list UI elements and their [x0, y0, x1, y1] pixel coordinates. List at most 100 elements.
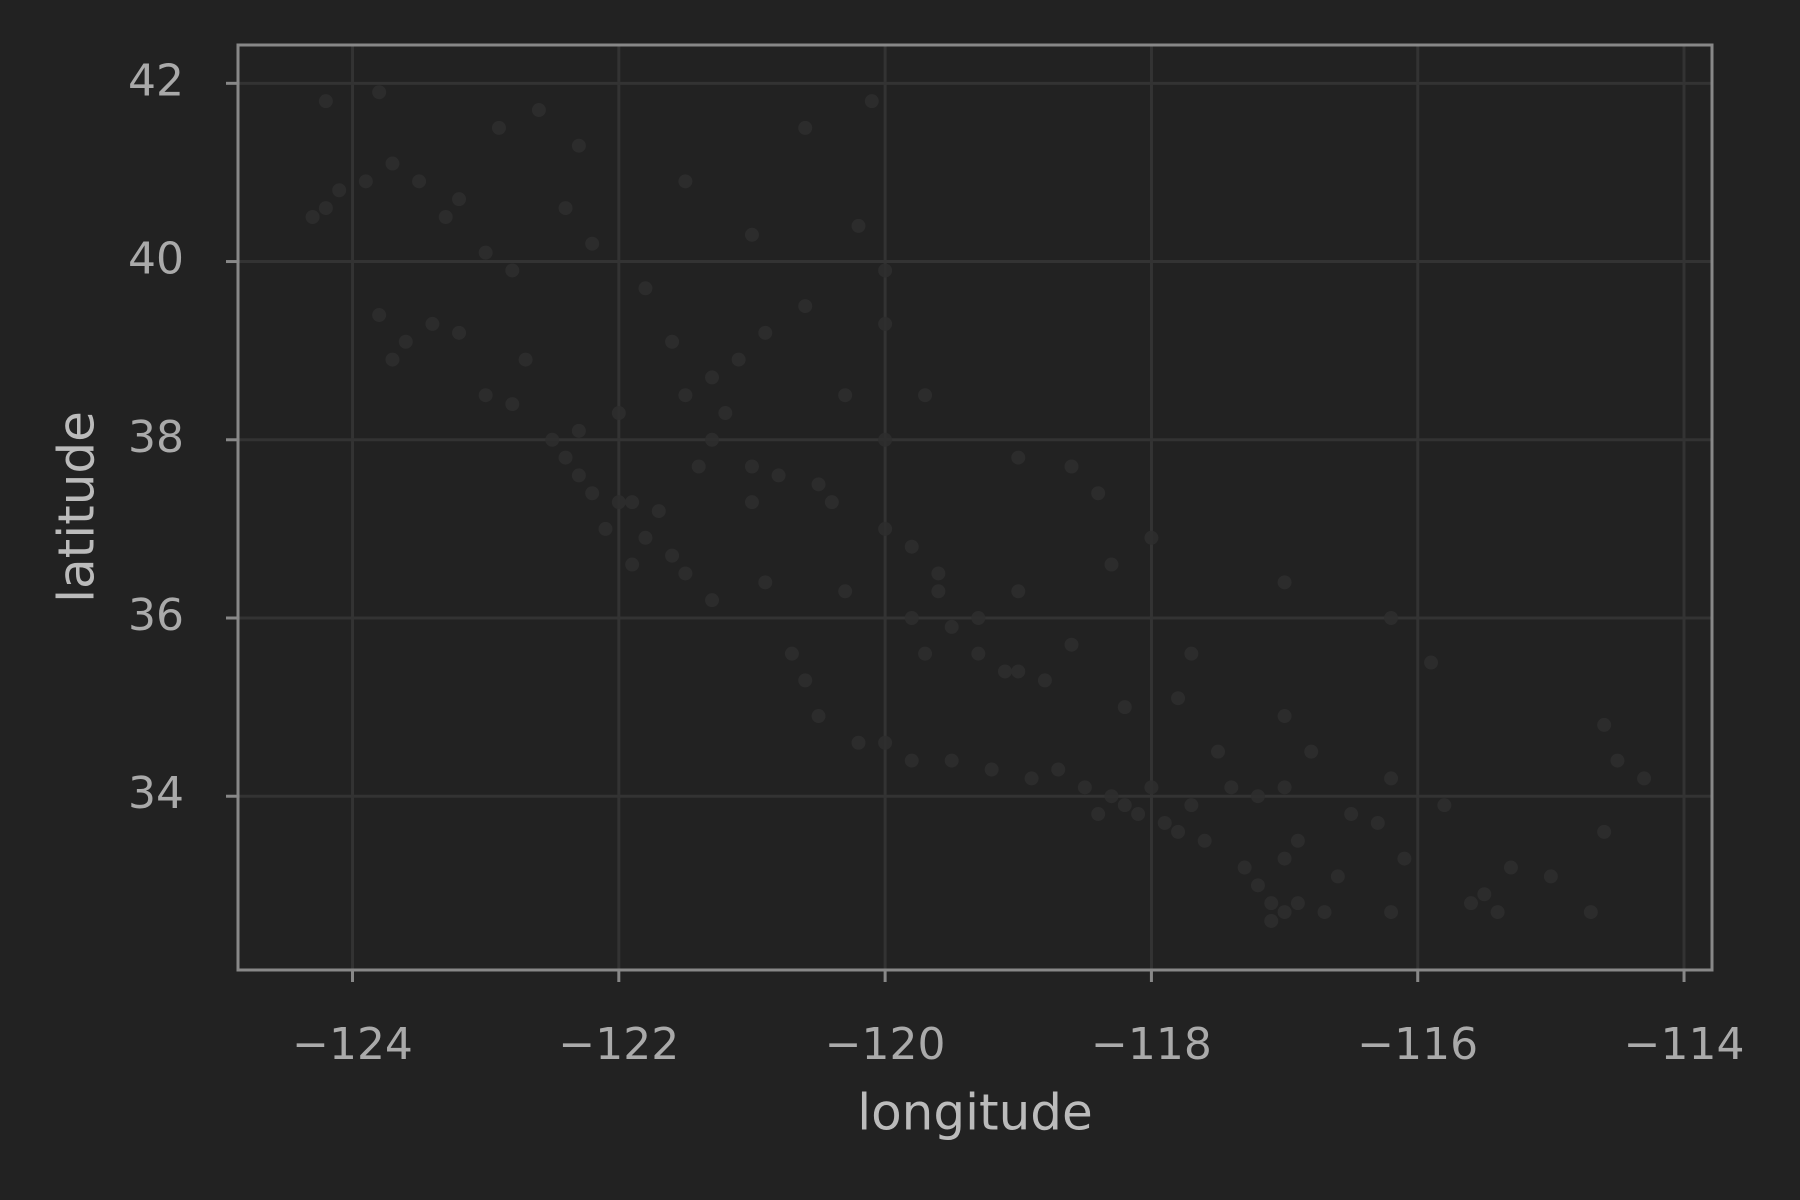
point: [918, 388, 933, 403]
x-tick-label: −116: [1357, 1019, 1478, 1070]
point: [1597, 824, 1612, 839]
point: [798, 673, 813, 688]
point: [705, 593, 720, 608]
point: [438, 209, 453, 224]
point: [1250, 789, 1265, 804]
point: [1424, 655, 1439, 670]
point: [1597, 717, 1612, 732]
point: [878, 735, 893, 750]
point: [1091, 807, 1106, 822]
point: [531, 103, 546, 118]
point: [878, 263, 893, 278]
point: [691, 459, 706, 474]
point: [878, 316, 893, 331]
x-tick-label: −122: [558, 1019, 679, 1070]
y-tick-label: 38: [128, 412, 184, 463]
x-tick-label: −120: [825, 1019, 946, 1070]
point: [1463, 896, 1478, 911]
point: [332, 183, 347, 198]
point: [611, 406, 626, 421]
point: [558, 201, 573, 216]
point: [305, 209, 320, 224]
point: [1091, 486, 1106, 501]
point: [1344, 807, 1359, 822]
point: [478, 388, 493, 403]
point: [904, 753, 919, 768]
point: [678, 174, 693, 189]
point: [784, 646, 799, 661]
point: [1197, 833, 1212, 848]
point: [1384, 905, 1399, 920]
point: [1117, 700, 1132, 715]
point: [545, 432, 560, 447]
point: [1011, 450, 1026, 465]
y-tick-label: 40: [128, 234, 184, 285]
point: [904, 611, 919, 626]
point: [318, 94, 333, 109]
point: [558, 450, 573, 465]
point: [1171, 691, 1186, 706]
point: [358, 174, 373, 189]
point: [1277, 575, 1292, 590]
point: [505, 397, 520, 412]
point: [665, 548, 680, 563]
point: [598, 521, 613, 536]
point: [851, 218, 866, 233]
point: [758, 575, 773, 590]
point: [1277, 851, 1292, 866]
point: [997, 664, 1012, 679]
y-tick-label: 42: [128, 55, 184, 106]
point: [798, 120, 813, 135]
point: [638, 530, 653, 545]
point: [984, 762, 999, 777]
point: [505, 263, 520, 278]
point: [1144, 530, 1159, 545]
point: [744, 227, 759, 242]
point: [1330, 869, 1345, 884]
point: [1184, 646, 1199, 661]
point: [811, 477, 826, 492]
point: [571, 423, 586, 438]
point: [665, 334, 680, 349]
point: [705, 432, 720, 447]
x-tick-label: −118: [1091, 1019, 1212, 1070]
point: [1277, 905, 1292, 920]
point: [1131, 807, 1146, 822]
point: [971, 611, 986, 626]
point: [1490, 905, 1505, 920]
point: [971, 646, 986, 661]
point: [1157, 815, 1172, 830]
point: [1064, 459, 1079, 474]
point: [851, 735, 866, 750]
x-tick-label: −124: [292, 1019, 413, 1070]
x-axis-label: longitude: [857, 1084, 1093, 1142]
point: [758, 325, 773, 340]
point: [638, 281, 653, 296]
point: [1397, 851, 1412, 866]
point: [1317, 905, 1332, 920]
point: [744, 459, 759, 474]
point: [1264, 913, 1279, 928]
point: [1011, 664, 1026, 679]
point: [1384, 771, 1399, 786]
point: [798, 299, 813, 314]
point: [385, 352, 400, 367]
point: [412, 174, 427, 189]
point: [1277, 709, 1292, 724]
point: [585, 486, 600, 501]
point: [372, 308, 387, 323]
point: [1477, 887, 1492, 902]
point: [1184, 798, 1199, 813]
ticks: −124 −122 −120 −118 −116 −114 34 36 38 40 42: [128, 55, 1744, 1070]
point: [1610, 753, 1625, 768]
point: [1250, 878, 1265, 893]
point: [585, 236, 600, 251]
point: [931, 566, 946, 581]
y-axis-label: latitude: [48, 411, 106, 603]
point: [1077, 780, 1092, 795]
point: [452, 325, 467, 340]
point: [1171, 824, 1186, 839]
